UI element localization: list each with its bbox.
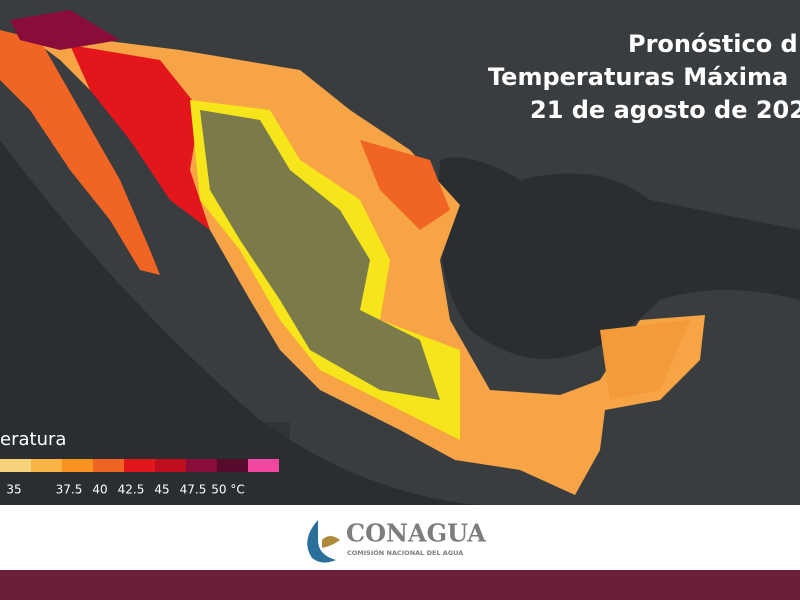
footer <box>0 505 800 570</box>
title-block: Pronóstico d Temperaturas Máxima 21 de a… <box>488 30 800 124</box>
legend: eratura 35 37.5 40 42.5 45 47.5 50 °C <box>0 422 290 505</box>
footer-band <box>0 570 800 600</box>
legend-swatch <box>62 459 93 472</box>
legend-label: 42.5 <box>118 483 145 497</box>
legend-swatch <box>124 459 155 472</box>
legend-swatch <box>186 459 217 472</box>
mexico-map <box>0 10 705 495</box>
legend-label: 35 <box>6 483 21 497</box>
legend-swatch <box>248 459 279 472</box>
legend-label: 50 °C <box>211 483 244 497</box>
legend-swatch <box>217 459 248 472</box>
legend-label: 37.5 <box>56 483 83 497</box>
title-line: Pronóstico d <box>628 30 798 58</box>
legend-label: 45 <box>154 483 169 497</box>
legend-label: 40 <box>92 483 107 497</box>
legend-swatch <box>155 459 186 472</box>
legend-title: eratura <box>0 429 66 450</box>
title-line: Temperaturas Máxima <box>488 63 788 91</box>
logo-subtitle: COMISIÓN NACIONAL DEL AGUA <box>347 548 463 557</box>
legend-label: 47.5 <box>180 483 207 497</box>
ocean <box>0 140 800 507</box>
legend-swatch <box>0 459 31 472</box>
logo: CONAGUA COMISIÓN NACIONAL DEL AGUA <box>307 519 486 563</box>
title-line: 21 de agosto de 202 <box>530 96 800 124</box>
legend-swatch <box>31 459 62 472</box>
logo-name: CONAGUA <box>346 519 486 548</box>
legend-swatch <box>93 459 124 472</box>
